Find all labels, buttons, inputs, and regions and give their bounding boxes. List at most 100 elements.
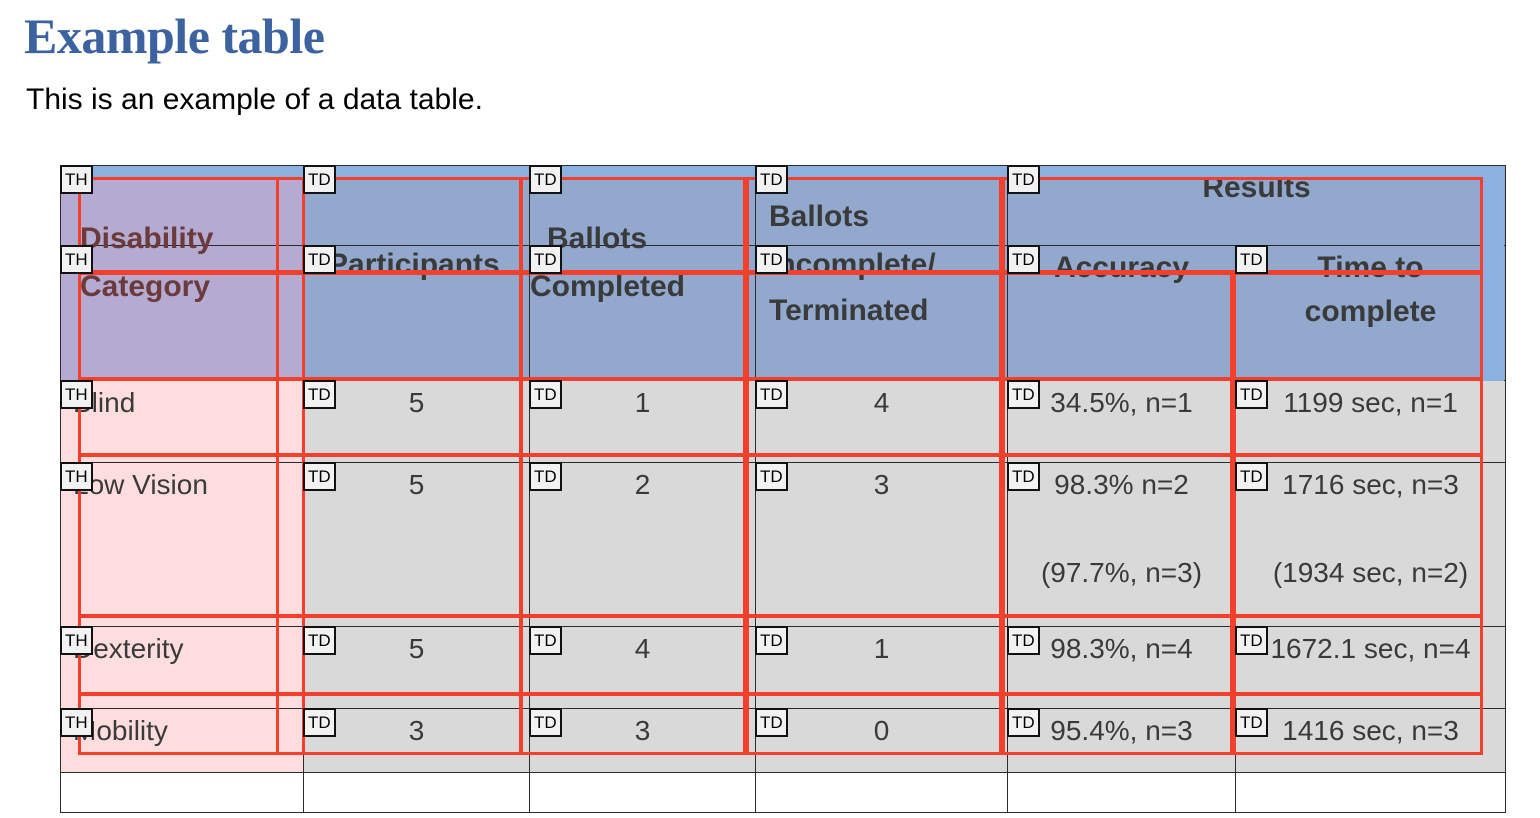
empty-cell xyxy=(755,772,1008,813)
row-label: Dexterity xyxy=(73,633,184,664)
row-header-blind: TH Blind xyxy=(60,380,304,463)
tag-badge-td: TD xyxy=(529,245,562,274)
cell-ballots-completed: TD 3 xyxy=(529,708,756,773)
table-row: TH Blind TD 5 TD 1 TD 4 TD 34.5%, n=1 xyxy=(60,380,1506,463)
row-label: Mobility xyxy=(73,715,168,746)
row-header-dexterity: TH Dexterity xyxy=(60,626,304,709)
tag-badge-td: TD xyxy=(529,708,562,737)
tag-badge-td: TD xyxy=(755,245,788,274)
cell-value: 4 xyxy=(873,387,890,418)
cell-value: 98.3%, n=4 xyxy=(1050,633,1193,664)
tag-badge-th: TH xyxy=(60,626,93,655)
cell-value: 2 xyxy=(634,469,651,500)
header-cell-ballots-incomplete: TD xyxy=(755,165,1008,246)
cell-value: 1 xyxy=(873,633,890,664)
page-title: Example table xyxy=(24,8,325,64)
tag-badge-th: TH xyxy=(60,165,93,194)
header-cell-category: TH xyxy=(60,245,304,381)
table-row: TH Mobility TD 3 TD 3 TD 0 TD 95.4%, n xyxy=(60,708,1506,773)
cell-value: 5 xyxy=(408,469,425,500)
cell-value: 1416 sec, n=3 xyxy=(1282,715,1459,746)
tag-badge-th: TH xyxy=(60,380,93,409)
tag-badge-td: TD xyxy=(529,462,562,491)
cell-accuracy: TD 95.4%, n=3 xyxy=(1007,708,1236,773)
tag-badge-td: TD xyxy=(529,380,562,409)
row-label: Low Vision xyxy=(73,469,208,500)
table-row: TH Low Vision TD 5 TD 2 TD 3 TD 98.3% xyxy=(60,462,1506,627)
header-row-top: TH TD TD TD TD Results xyxy=(60,165,1506,246)
tag-badge-td: TD xyxy=(1007,708,1040,737)
cell-value: 3 xyxy=(634,715,651,746)
cell-value: 1672.1 sec, n=4 xyxy=(1270,633,1471,664)
cell-value: 1716 sec, n=3 xyxy=(1282,469,1459,500)
cell-ballots-incomplete: TD 4 xyxy=(755,380,1008,463)
cell-time: TD 1672.1 sec, n=4 xyxy=(1235,626,1506,709)
cell-time: TD 1199 sec, n=1 xyxy=(1235,380,1506,463)
cell-value: 4 xyxy=(634,633,651,664)
example-data-table: TH TD TD TD TD Results TH xyxy=(60,165,1506,813)
cell-ballots-completed: TD 1 xyxy=(529,380,756,463)
cell-value-secondary: (97.7%, n=3) xyxy=(1040,557,1203,588)
empty-cell xyxy=(529,772,756,813)
tag-badge-td: TD xyxy=(1235,380,1268,409)
tag-badge-td: TD xyxy=(755,626,788,655)
header-cell-participants: TD xyxy=(303,165,530,246)
cell-ballots-incomplete: TD 0 xyxy=(755,708,1008,773)
cell-time: TD 1416 sec, n=3 xyxy=(1235,708,1506,773)
empty-cell xyxy=(60,772,304,813)
cell-value: 0 xyxy=(873,715,890,746)
header-cell-ballots: TD xyxy=(529,165,756,246)
empty-cell xyxy=(1007,772,1236,813)
tag-badge-th: TH xyxy=(60,245,93,274)
header-cell-time-to-complete: TD Time to complete xyxy=(1235,245,1506,381)
cell-time: TD 1716 sec, n=3 (1934 sec, n=2) xyxy=(1235,462,1506,627)
tag-badge-td: TD xyxy=(1235,708,1268,737)
header-cell-results: TD Results xyxy=(1007,165,1506,246)
header-cell-disability: TH xyxy=(60,165,304,246)
cell-accuracy: TD 98.3%, n=4 xyxy=(1007,626,1236,709)
tag-badge-td: TD xyxy=(303,245,336,274)
header-label-time-1: Time to xyxy=(1317,251,1424,284)
tag-badge-td: TD xyxy=(303,380,336,409)
cell-ballots-incomplete: TD 1 xyxy=(755,626,1008,709)
tag-badge-th: TH xyxy=(60,708,93,737)
tag-badge-td: TD xyxy=(755,380,788,409)
cell-value: 3 xyxy=(408,715,425,746)
tag-badge-td: TD xyxy=(303,165,336,194)
tag-badge-td: TD xyxy=(1235,462,1268,491)
row-label: Blind xyxy=(73,387,136,418)
row-header-mobility: TH Mobility xyxy=(60,708,304,773)
header-cell-ballots-terminated: TD xyxy=(755,245,1008,381)
cell-ballots-incomplete: TD 3 xyxy=(755,462,1008,627)
cell-value: 5 xyxy=(408,387,425,418)
table-row-empty xyxy=(60,772,1506,813)
cell-value: 98.3% n=2 xyxy=(1054,469,1189,500)
tag-badge-td: TD xyxy=(1007,380,1040,409)
cell-value: 5 xyxy=(408,633,425,664)
tag-badge-td: TD xyxy=(303,708,336,737)
cell-participants: TD 5 xyxy=(303,380,530,463)
tag-badge-td: TD xyxy=(303,626,336,655)
tag-badge-td: TD xyxy=(529,626,562,655)
tag-badge-td: TD xyxy=(1007,462,1040,491)
tag-badge-td: TD xyxy=(755,708,788,737)
cell-value: 34.5%, n=1 xyxy=(1050,387,1193,418)
header-cell-accuracy: TD Accuracy xyxy=(1007,245,1236,381)
header-cell-ballots-completed: TD xyxy=(529,245,756,381)
tag-badge-td: TD xyxy=(755,165,788,194)
tag-badge-td: TD xyxy=(1235,626,1268,655)
row-header-low-vision: TH Low Vision xyxy=(60,462,304,627)
tag-badge-td: TD xyxy=(1007,626,1040,655)
cell-accuracy: TD 34.5%, n=1 xyxy=(1007,380,1236,463)
tag-badge-td: TD xyxy=(303,462,336,491)
tag-badge-td: TD xyxy=(1007,245,1040,274)
empty-cell xyxy=(1235,772,1506,813)
empty-cell xyxy=(303,772,530,813)
table-body: TH Blind TD 5 TD 1 TD 4 TD 34.5%, n=1 xyxy=(60,380,1506,813)
cell-value: 3 xyxy=(873,469,890,500)
tag-badge-td: TD xyxy=(1235,245,1268,274)
cell-value: 95.4%, n=3 xyxy=(1050,715,1193,746)
table-row: TH Dexterity TD 5 TD 4 TD 1 TD 98.3%, xyxy=(60,626,1506,709)
cell-value-secondary: (1934 sec, n=2) xyxy=(1272,557,1469,588)
header-row-bottom: TH TD TD TD TD Accuracy TD Time to xyxy=(60,245,1506,381)
